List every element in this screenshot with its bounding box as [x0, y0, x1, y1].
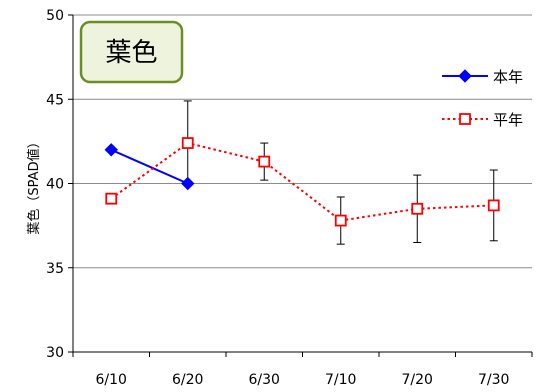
y-tick-label-40: 40 — [46, 177, 64, 193]
point-6-20 — [181, 176, 195, 191]
grid-lines — [73, 14, 532, 269]
y-tick-label-50: 50 — [46, 8, 64, 24]
legend-item-normal-year: 平年 — [442, 111, 523, 129]
y-tick-label-30: 30 — [46, 345, 64, 361]
point-7-20 — [411, 202, 424, 215]
title-box-frame — [79, 20, 184, 84]
y-tick-labels: 30 35 40 45 50 — [46, 8, 64, 361]
series-this-year — [104, 143, 195, 191]
legend-item-this-year: 本年 — [442, 68, 523, 86]
title-box-text: 葉色 — [105, 38, 157, 68]
legend-marker — [459, 113, 471, 125]
series-normal-year — [105, 137, 500, 227]
series-line — [110, 148, 189, 185]
axes — [68, 14, 533, 357]
y-tick-label-45: 45 — [46, 92, 64, 108]
y-axis-label: 葉色（SPAD値） — [26, 135, 42, 234]
point-7-30 — [487, 199, 500, 212]
point-7-10 — [334, 214, 347, 227]
x-tick-label-7-10: 7/10 — [325, 372, 356, 388]
legend-label: 平年 — [493, 111, 523, 129]
legend-label: 本年 — [493, 68, 523, 86]
point-6-10 — [104, 143, 118, 157]
x-tick-label-6-20: 6/20 — [172, 372, 203, 388]
x-tick-label-7-30: 7/30 — [478, 372, 509, 388]
x-tick-label-6-30: 6/30 — [249, 372, 280, 388]
x-tick-labels: 6/10 6/20 6/30 7/10 7/20 7/30 — [96, 372, 510, 388]
point-6-20 — [181, 137, 194, 149]
series-line — [110, 141, 494, 222]
title-box: 葉色 — [79, 20, 184, 84]
x-tick-label-7-20: 7/20 — [402, 372, 433, 388]
point-6-30 — [258, 155, 271, 168]
legend-marker — [458, 69, 472, 83]
series-layer — [104, 137, 500, 227]
x-tick-label-6-10: 6/10 — [96, 372, 127, 388]
y-tick-label-35: 35 — [46, 261, 64, 277]
point-6-10 — [105, 192, 118, 205]
